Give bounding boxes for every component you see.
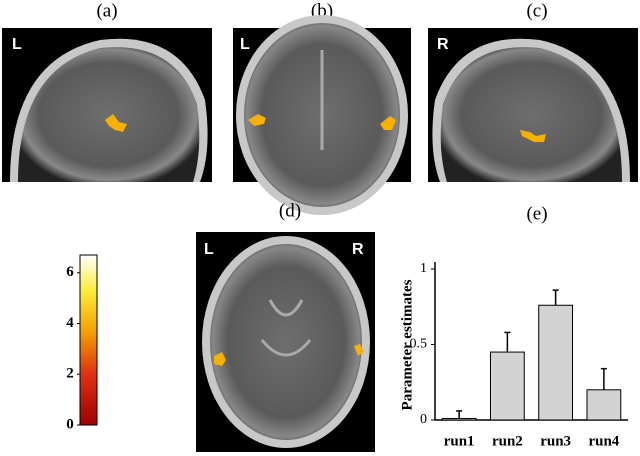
colorbar-tick-label: 0	[66, 416, 74, 432]
brain-image	[196, 232, 375, 452]
y-tick-label: 1	[420, 261, 427, 276]
bar	[586, 389, 622, 421]
side-label: L	[204, 241, 214, 258]
x-tick-label: run4	[588, 433, 619, 449]
y-tick-label: 0.5	[410, 337, 428, 352]
y-tick-label: 0	[420, 412, 427, 427]
side-label: R	[352, 241, 364, 258]
bar	[441, 417, 477, 421]
x-tick-label: run2	[492, 433, 523, 449]
y-axis-label: Parameter estimates	[399, 279, 415, 410]
panel-label: (a)	[96, 0, 117, 21]
bar	[538, 304, 574, 421]
brain-image	[428, 28, 638, 182]
panel-label: (e)	[526, 203, 547, 224]
bar	[489, 351, 525, 421]
brain-image	[2, 28, 212, 182]
colorbar-tick-label: 6	[66, 264, 74, 280]
brain-image	[233, 15, 411, 215]
side-label: L	[12, 36, 22, 53]
colorbar	[79, 254, 98, 426]
colorbar-tick-label: 4	[66, 315, 74, 331]
panel-label: (d)	[279, 200, 301, 221]
x-tick-label: run1	[444, 433, 475, 449]
colorbar-tick-label: 2	[66, 366, 74, 382]
x-tick-label: run3	[540, 433, 571, 449]
panel-label: (c)	[526, 0, 547, 21]
side-label: L	[240, 36, 250, 53]
side-label: R	[437, 36, 449, 53]
